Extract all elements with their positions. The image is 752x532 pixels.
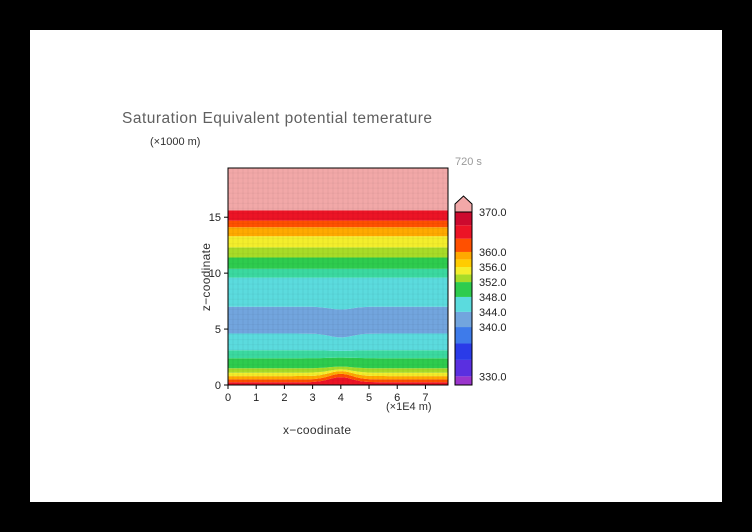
x-tick-label: 1: [253, 392, 259, 404]
x-tick-label: 4: [338, 392, 344, 404]
colorbar-segment: [455, 282, 472, 297]
colorbar-segment: [455, 267, 472, 275]
colorbar-segment: [455, 376, 472, 385]
x-tick-label: 2: [281, 392, 287, 404]
colorbar-segment: [455, 311, 472, 328]
colorbar-tick-label: 360.0: [479, 247, 507, 259]
x-tick-label: 5: [366, 392, 372, 404]
x-tick-label: 3: [310, 392, 316, 404]
x-tick-label: 7: [422, 392, 428, 404]
contour-band: [228, 377, 448, 385]
colorbar-tick-label: 348.0: [479, 292, 507, 304]
y-axis-unit-label: (×1000 m): [150, 136, 201, 148]
y-axis-label: z−coodinate: [199, 242, 213, 312]
contour-band: [228, 247, 448, 258]
y-tick-label: 0: [215, 380, 221, 392]
x-axis-label: x−coodinate: [283, 423, 352, 437]
colorbar-tick-label: 352.0: [479, 277, 507, 289]
x-axis-unit-label: (×1E4 m): [386, 401, 432, 413]
colorbar-segment: [455, 296, 472, 312]
colorbar-segment: [455, 212, 472, 226]
y-tick-label: 15: [209, 212, 221, 224]
y-tick-label: 10: [209, 268, 221, 280]
colorbar-segment: [455, 225, 472, 239]
colorbar-tick-label: 356.0: [479, 262, 507, 274]
contour-band: [228, 366, 448, 373]
time-stamp-label: 720 s: [455, 156, 482, 168]
colorbar-tick-label: 370.0: [479, 207, 507, 219]
contour-band: [228, 220, 448, 228]
contour-band: [228, 210, 448, 221]
colorbar-segment: [455, 274, 472, 283]
colorbar-segment: [455, 343, 472, 360]
colorbar-segment: [455, 359, 472, 377]
contour-band: [228, 227, 448, 237]
colorbar-tick-label: 340.0: [479, 322, 507, 334]
contour-band: [228, 257, 448, 269]
x-tick-label: 6: [394, 392, 400, 404]
contour-field: [228, 168, 448, 385]
colorbar-tick-label: 344.0: [479, 307, 507, 319]
contour-band: [228, 357, 448, 369]
colorbar-segment: [455, 251, 472, 260]
contour-band: [228, 371, 448, 380]
colorbar-segment: [455, 238, 472, 252]
contour-band: [228, 369, 448, 377]
colorbar-segment: [455, 327, 472, 344]
x-tick-label: 0: [225, 392, 231, 404]
colorbar-segment: [455, 259, 472, 268]
contour-band: [228, 306, 448, 338]
contour-band: [228, 168, 448, 211]
contour-band: [228, 277, 448, 310]
contour-band: [228, 268, 448, 278]
colorbar-tick-label: 330.0: [479, 371, 507, 383]
colorbar: 370.0 360.0 356.0 352.0 348.0 344.0 340.0 330.0: [454, 195, 507, 386]
contour-band: [228, 373, 448, 383]
axes: 0 1 2 3 4 5 6 7 0 5 10 15: [209, 167, 449, 404]
contour-band: [228, 350, 448, 359]
y-tick-label: 5: [215, 324, 221, 336]
chart-title: Saturation Equivalent potential temeratu…: [122, 110, 433, 127]
contour-band: [228, 236, 448, 248]
colorbar-overflow-arrow: [454, 195, 473, 213]
plot-canvas: Saturation Equivalent potential temeratu…: [30, 30, 722, 502]
contour-band: [228, 333, 448, 351]
mesh-grid: [232, 168, 444, 385]
